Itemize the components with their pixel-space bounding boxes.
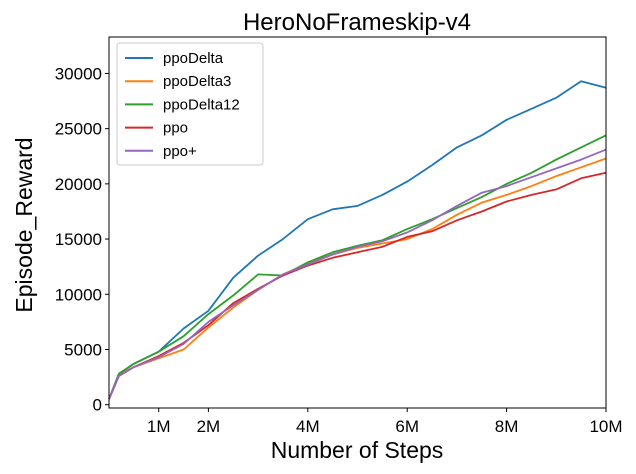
y-tick-label-2: 10000 xyxy=(55,285,102,304)
y-tick-label-5: 25000 xyxy=(55,120,102,139)
plot-frame xyxy=(108,36,607,409)
y-tick-label-3: 15000 xyxy=(55,230,102,249)
series-line-4 xyxy=(108,148,607,400)
y-tick-label-1: 5000 xyxy=(64,340,102,359)
legend-label-0: ppoDelta xyxy=(163,50,224,67)
series-line-2 xyxy=(108,134,607,400)
x-tick-label-1: 2M xyxy=(197,417,221,436)
chart-title: HeroNoFrameskip-v4 xyxy=(243,9,471,36)
x-tick-label-3: 6M xyxy=(395,417,419,436)
y-axis-label: Episode_Reward xyxy=(11,137,37,312)
x-tick-label-4: 8M xyxy=(495,417,519,436)
plot-area xyxy=(108,80,607,400)
x-tick-label-5: 10M xyxy=(589,417,622,436)
x-tick-label-2: 4M xyxy=(296,417,320,436)
y-axis: 0 5000 10000 15000 20000 25000 30000 xyxy=(55,64,109,415)
y-tick-label-0: 0 xyxy=(93,396,102,415)
x-tick-label-0: 1M xyxy=(147,417,171,436)
series-line-0 xyxy=(108,80,607,400)
legend-label-3: ppo xyxy=(163,120,188,137)
y-tick-label-4: 20000 xyxy=(55,175,102,194)
y-tick-label-6: 30000 xyxy=(55,64,102,83)
x-axis: 1M 2M 4M 6M 8M 10M xyxy=(147,408,623,436)
legend-box xyxy=(116,42,264,166)
legend-label-1: ppoDelta3 xyxy=(163,73,231,90)
legend-label-2: ppoDelta12 xyxy=(163,96,240,113)
legend-label-4: ppo+ xyxy=(163,143,197,160)
x-axis-label: Number of Steps xyxy=(271,437,444,463)
legend: ppoDelta ppoDelta3 ppoDelta12 ppo ppo+ xyxy=(116,42,264,166)
series-line-3 xyxy=(108,171,607,400)
